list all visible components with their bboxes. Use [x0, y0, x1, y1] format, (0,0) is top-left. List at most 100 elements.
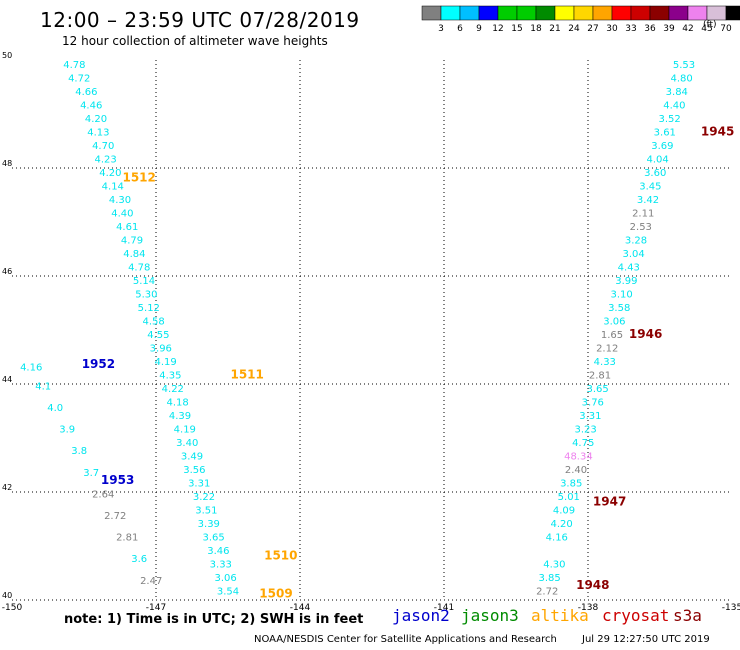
x-tick-label: -150 — [2, 603, 23, 613]
wave-height-value: 2.53 — [630, 222, 652, 233]
wave-height-value: 3.10 — [610, 290, 632, 301]
pass-time-label: 1946 — [629, 327, 662, 341]
wave-height-value: 4.75 — [572, 438, 594, 449]
wave-height-value: 3.9 — [59, 425, 75, 436]
wave-height-value: 3.39 — [198, 519, 220, 530]
wave-height-value: 3.23 — [574, 425, 596, 436]
legend-swatch — [535, 5, 556, 21]
wave-height-value: 4.20 — [85, 114, 107, 125]
wave-height-value: 3.06 — [214, 573, 236, 584]
legend-swatch — [592, 5, 613, 21]
wave-height-value: 3.52 — [658, 114, 680, 125]
footer-timestamp: Jul 29 12:27:50 UTC 2019 — [582, 634, 710, 645]
wave-height-value: 4.0 — [47, 403, 63, 414]
wave-height-value: 3.85 — [560, 479, 582, 490]
legend-label: 42 — [682, 24, 693, 34]
legend-swatch — [687, 5, 708, 21]
wave-height-value: 4.40 — [663, 101, 685, 112]
legend-swatch — [668, 5, 689, 21]
wave-height-value: 5.53 — [673, 60, 695, 71]
wave-height-value: 4.39 — [169, 411, 191, 422]
wave-height-value: 2.72 — [536, 587, 558, 598]
wave-height-value: 4.33 — [594, 357, 616, 368]
wave-height-value: 3.58 — [608, 303, 630, 314]
wave-height-value: 3.31 — [188, 479, 210, 490]
wave-height-value: 3.31 — [579, 411, 601, 422]
legend-swatch — [611, 5, 632, 21]
wave-height-value: 4.72 — [68, 74, 90, 85]
legend-swatch — [630, 5, 651, 21]
legend-label: 27 — [587, 24, 598, 34]
wave-height-value: 4.19 — [154, 357, 176, 368]
y-tick-label: 50 — [2, 51, 12, 60]
pass-time-label: 1953 — [101, 473, 134, 487]
legend-label: 18 — [530, 24, 542, 34]
legend-swatch — [478, 5, 499, 21]
wave-height-value: 3.22 — [193, 492, 215, 503]
wave-height-value: 3.28 — [625, 236, 647, 247]
wave-height-value: 4.46 — [80, 101, 102, 112]
wave-height-value: 3.54 — [217, 587, 239, 598]
x-tick-label: -147 — [146, 603, 166, 613]
wave-height-value: 4.13 — [87, 128, 109, 139]
y-tick-label: 42 — [2, 483, 12, 492]
wave-height-value: 5.14 — [133, 276, 155, 287]
wave-height-value: 4.61 — [116, 222, 138, 233]
wave-height-value: 3.85 — [538, 573, 560, 584]
wave-height-value: 4.43 — [618, 263, 640, 274]
wave-height-value: 4.55 — [147, 330, 169, 341]
wave-height-value: 3.04 — [622, 249, 644, 260]
wave-height-value: 3.8 — [71, 446, 87, 457]
legend-units: (ft) — [703, 20, 717, 30]
wave-height-value: 3.6 — [131, 554, 147, 565]
wave-height-value: 1.65 — [601, 330, 623, 341]
wave-height-value: 3.65 — [202, 533, 224, 544]
wave-height-value: 3.06 — [603, 317, 625, 328]
legend-label: 3 — [438, 24, 444, 34]
pass-time-label: 1509 — [259, 586, 292, 600]
wave-height-value: 5.01 — [558, 492, 580, 503]
wave-height-value: 4.84 — [123, 249, 145, 260]
wave-height-value: 3.99 — [615, 276, 637, 287]
wave-height-value: 4.78 — [128, 263, 150, 274]
wave-height-value: 4.20 — [99, 168, 121, 179]
mission-label-s3a: s3a — [673, 606, 702, 625]
legend-swatch — [649, 5, 670, 21]
wave-height-value: 3.76 — [582, 398, 604, 409]
legend-label: 33 — [625, 24, 636, 34]
mission-label-jason2: jason2 — [392, 606, 450, 625]
legend-label: 70 — [720, 24, 732, 34]
x-tick-label: -144 — [290, 603, 311, 613]
wave-height-value: 4.16 — [20, 363, 42, 374]
y-tick-label: 44 — [2, 375, 12, 384]
wave-height-value: 3.84 — [666, 87, 688, 98]
y-tick-label: 48 — [2, 159, 12, 168]
legend-swatch — [440, 5, 461, 21]
wave-height-value: 4.80 — [670, 74, 692, 85]
wave-height-value: 5.30 — [135, 290, 157, 301]
legend-label: 9 — [476, 24, 482, 34]
wave-height-value: 3.7 — [83, 468, 99, 479]
wave-height-value: 4.16 — [546, 533, 568, 544]
wave-height-value: 3.45 — [639, 182, 661, 193]
mission-label-jason3: jason3 — [461, 606, 519, 625]
wave-height-value: 48.34 — [564, 452, 593, 463]
wave-height-value: 3.65 — [586, 384, 608, 395]
wave-height-value: 3.49 — [181, 452, 203, 463]
legend-swatch — [459, 5, 480, 21]
x-tick-label: -135 — [722, 603, 740, 613]
wave-height-value: 4.23 — [94, 155, 116, 166]
wave-height-value: 4.18 — [166, 398, 188, 409]
y-tick-label: 40 — [2, 591, 12, 600]
wave-height-value: 3.46 — [207, 546, 229, 557]
mission-label-altika: altika — [531, 606, 589, 625]
wave-height-value: 3.56 — [183, 465, 205, 476]
wave-height-value: 4.14 — [102, 182, 124, 193]
wave-height-value: 3.69 — [651, 141, 673, 152]
x-tick-label: -138 — [578, 603, 599, 613]
page-title: 12:00 – 23:59 UTC 07/28/2019 — [40, 8, 360, 32]
legend-label: 15 — [511, 24, 522, 34]
footer-note: note: 1) Time is in UTC; 2) SWH is in fe… — [64, 612, 364, 627]
mission-label-cryosat: cryosat — [602, 606, 670, 625]
